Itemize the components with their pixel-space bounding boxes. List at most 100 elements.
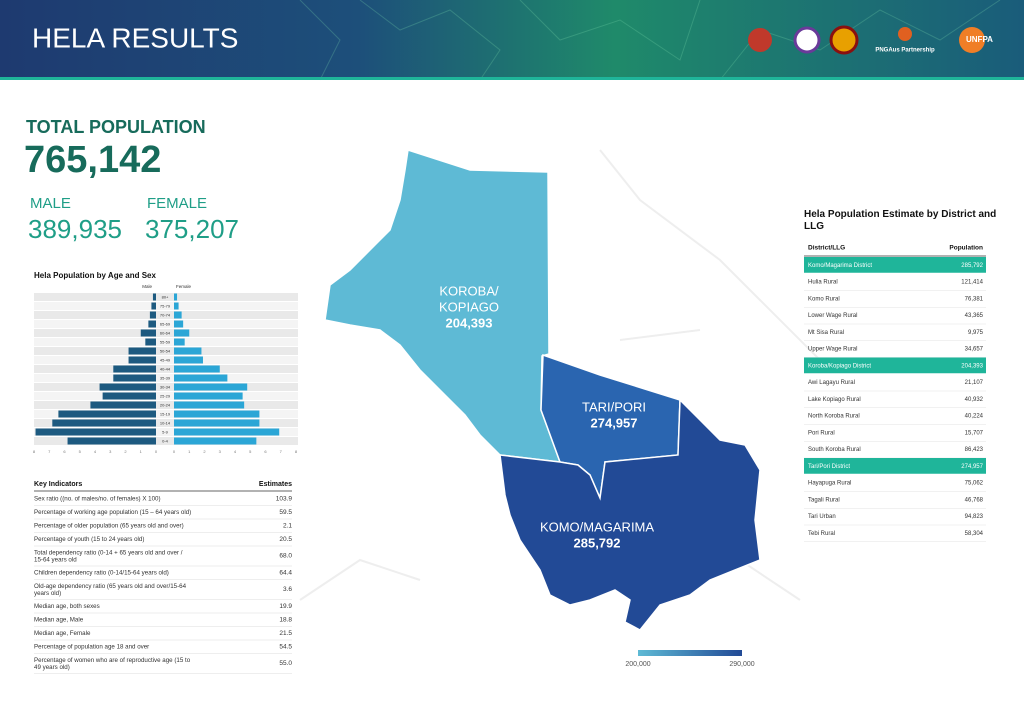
llg-value: 34,657	[965, 347, 984, 353]
logo	[959, 27, 985, 53]
indicator-name: Total dependency ratio (0-14 + 65 years …	[34, 549, 183, 563]
row-bg	[34, 383, 298, 391]
male-bar	[102, 392, 156, 400]
llg-name: Tari Urban	[808, 514, 836, 520]
age-label: 80+	[162, 295, 169, 300]
indicator-value: 19.9	[279, 603, 292, 610]
age-label: 60-64	[160, 331, 171, 336]
region-value: 204,393	[446, 315, 493, 330]
age-label: 15-19	[160, 412, 171, 417]
row-bg	[34, 401, 298, 409]
pyramid-title: Hela Population by Age and Sex	[34, 271, 157, 280]
female-bar	[174, 293, 178, 301]
pyramid: Male Female80+75-7970-7465-6960-6455-5950…	[33, 284, 298, 454]
llg-name: Pori Rural	[808, 430, 835, 436]
llg-name: Komo Rural	[808, 296, 840, 302]
logo	[898, 27, 912, 41]
x-tick-label: 0	[173, 449, 176, 454]
indicator-name: Percentage of youth (15 to 24 years old)	[34, 536, 144, 543]
age-label: 25-29	[160, 394, 171, 399]
region-name: KOROBA/	[439, 283, 499, 298]
llg-name: Upper Wage Rural	[808, 347, 857, 353]
indicator-name: Percentage of working age population (15…	[34, 509, 191, 516]
male-bar	[67, 437, 156, 445]
legend-label: 290,000	[729, 661, 754, 668]
llg-name: Tebi Rural	[808, 531, 835, 537]
x-tick-label: 2	[203, 449, 206, 454]
llg-name: Hayapuga Rural	[808, 481, 851, 487]
age-label: 0-4	[162, 439, 169, 444]
x-tick-label: 6	[264, 449, 267, 454]
row-bg	[34, 374, 298, 382]
age-label: 75-79	[160, 304, 171, 309]
row-bg	[34, 347, 298, 355]
district-title: Hela Population Estimate by District and…	[804, 209, 996, 232]
header-pattern	[299, 0, 1001, 81]
male-bar	[113, 365, 156, 373]
x-tick-label: 1	[188, 449, 191, 454]
age-label: 5-9	[162, 430, 169, 435]
llg-name: Koroba/Kopiago District	[808, 363, 871, 369]
indicator-name: Median age, both sexes	[34, 603, 100, 610]
table-header: Key Indicators	[34, 481, 82, 488]
x-tick-label: 8	[33, 449, 36, 454]
indicator-name: Old-age dependency ratio (65 years old a…	[34, 583, 187, 597]
llg-value: 204,393	[961, 363, 983, 369]
male-bar	[140, 329, 156, 337]
region-value: 285,792	[574, 535, 621, 550]
x-tick-label: 4	[94, 449, 97, 454]
indicator-name: Median age, Female	[34, 630, 91, 637]
llg-value: 274,957	[961, 464, 983, 470]
total-value: 765,142	[24, 139, 161, 181]
district-row-bg	[804, 257, 986, 273]
llg-value: 94,823	[965, 514, 984, 520]
male-bar	[99, 383, 156, 391]
llg-value: 15,707	[965, 430, 984, 436]
female-bar	[174, 329, 190, 337]
region-value: 274,957	[591, 415, 638, 430]
district-row-bg	[804, 458, 986, 474]
indicator-name: Median age, Male	[34, 616, 84, 623]
llg-name: South Koroba Rural	[808, 447, 861, 453]
llg-name: Lake Kopiago Rural	[808, 397, 861, 403]
row-bg	[34, 329, 298, 337]
female-bar	[174, 338, 185, 346]
age-label: 50-54	[160, 349, 171, 354]
female-value: 375,207	[145, 214, 239, 244]
row-bg	[34, 356, 298, 364]
region-komo	[499, 398, 761, 631]
male-bar	[113, 374, 156, 382]
age-label: 40-44	[160, 367, 171, 372]
male-bar	[151, 302, 156, 310]
female-bar	[174, 392, 243, 400]
female-bar	[174, 374, 228, 382]
llg-value: 9,975	[968, 330, 984, 336]
total-label: TOTAL POPULATION	[26, 117, 206, 137]
map-labels: KOROBA/ KOPIAGO 204,393 TARI/PORI 274,95…	[439, 283, 654, 550]
male-label: MALE	[30, 195, 71, 212]
female-bar	[174, 320, 184, 328]
row-bg	[34, 428, 298, 436]
female-bar	[174, 356, 203, 364]
indicators-table: Key Indicators Estimates Sex ratio ((no. o…	[34, 481, 292, 674]
female-bar	[174, 347, 202, 355]
indicator-name: Percentage of population age 18 and over	[34, 643, 149, 650]
indicator-name: Children dependency ratio (0-14/15-64 ye…	[34, 569, 169, 576]
legend-label: Female	[176, 284, 192, 289]
male-bar	[128, 347, 156, 355]
indicator-name: Percentage of women who are of reproduct…	[34, 657, 191, 671]
llg-value: 285,792	[961, 263, 983, 269]
llg-name: Tari/Pori District	[808, 464, 850, 470]
age-label: 10-14	[160, 421, 171, 426]
region-name: KOPIAGO	[439, 299, 499, 314]
x-tick-label: 2	[124, 449, 127, 454]
age-label: 70-74	[160, 313, 171, 318]
llg-name: Hulia Rural	[808, 280, 838, 286]
row-bg	[34, 320, 298, 328]
line: Hela Population Estimate by District and	[804, 209, 996, 220]
x-tick-label: 6	[63, 449, 66, 454]
llg-name: Tagali Rural	[808, 497, 840, 503]
line: 49 years old)	[34, 664, 70, 671]
x-tick-label: 0	[155, 449, 158, 454]
